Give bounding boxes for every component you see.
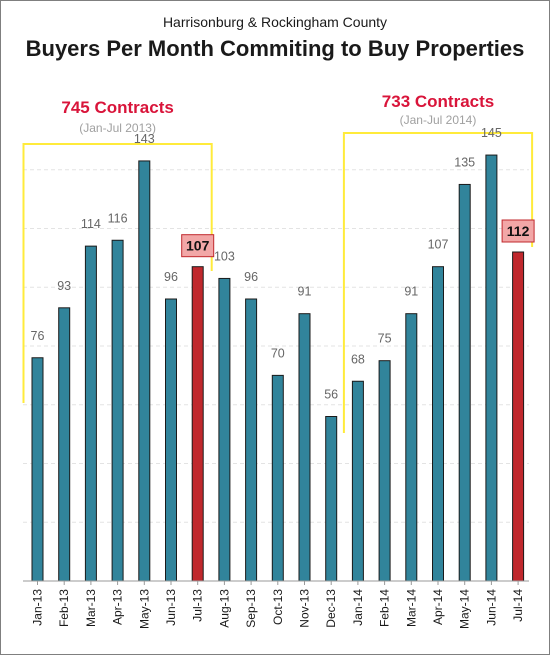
bar (405, 313, 418, 582)
value-label: 91 (404, 285, 418, 299)
bar (165, 298, 177, 582)
tick-label: Dec-13 (324, 589, 338, 628)
value-label: 107 (186, 238, 210, 254)
value-label: 75 (378, 332, 392, 346)
value-label-box (181, 234, 215, 258)
bar (245, 298, 258, 582)
bars (31, 154, 525, 582)
tick-label: Mar-13 (84, 589, 98, 627)
annotation-label: 745 Contracts (61, 98, 173, 117)
tick-label: Apr-13 (111, 589, 125, 625)
value-label: 114 (81, 217, 101, 231)
bar (351, 380, 364, 582)
value-label: 103 (214, 249, 235, 263)
tick-label: Aug-13 (217, 589, 231, 628)
value-label: 135 (454, 155, 475, 169)
value-label: 145 (481, 126, 502, 140)
value-label: 93 (57, 279, 71, 293)
annotation-brackets (22, 132, 534, 433)
value-labels: 745 Contracts (Jan-Jul 2013) 733 Contracts… (31, 92, 535, 402)
tick-label: Mar-14 (404, 589, 418, 627)
annotation-range: (Jan-Jul 2014) (400, 113, 477, 127)
bar (512, 251, 525, 582)
value-label: 112 (507, 223, 530, 239)
tick-label: Jun-14 (484, 589, 498, 626)
chart-title: Buyers Per Month Commiting to Buy Proper… (26, 36, 525, 61)
value-label: 116 (108, 211, 128, 225)
bar (31, 357, 44, 582)
bar (138, 160, 151, 582)
bar (432, 266, 444, 582)
bar (271, 374, 284, 582)
value-label: 70 (271, 346, 285, 360)
tick-label: Jan-13 (31, 589, 45, 626)
value-label: 107 (428, 238, 449, 252)
bar (111, 239, 124, 582)
bar (378, 360, 391, 582)
value-label: 96 (164, 270, 178, 284)
tick-label: Nov-13 (298, 589, 312, 628)
tick-label: May-13 (137, 589, 151, 629)
tick-label: Jun-13 (164, 589, 178, 626)
value-label: 76 (31, 329, 45, 343)
tick-label: Feb-14 (378, 589, 392, 627)
tick-label: Sep-13 (244, 589, 258, 628)
tick-label: Apr-14 (431, 589, 445, 625)
annotation-bracket (342, 132, 534, 433)
value-label: 91 (298, 285, 312, 299)
bar (218, 277, 231, 582)
bar (485, 154, 498, 582)
tick-label: Feb-13 (57, 589, 71, 627)
annotation-label: 733 Contracts (382, 92, 494, 111)
tick-label: Jan-14 (351, 589, 365, 626)
chart-subtitle: Harrisonburg & Rockingham County (163, 14, 387, 30)
bar (325, 416, 338, 582)
annotation-bracket (22, 143, 213, 403)
bar (298, 313, 311, 582)
bar (84, 245, 97, 582)
value-label-box (501, 219, 535, 243)
value-label: 96 (244, 270, 258, 284)
value-label: 143 (134, 132, 155, 146)
bar (458, 183, 471, 582)
bar (58, 307, 71, 582)
tick-label: May-14 (458, 589, 472, 629)
bar (191, 266, 204, 582)
tick-label: Jul-14 (511, 589, 525, 622)
value-label: 56 (324, 388, 338, 402)
value-label: 68 (351, 352, 365, 366)
tick-label: Jul-13 (191, 589, 205, 622)
annotation-range: (Jan-Jul 2013) (79, 121, 156, 135)
tick-label: Oct-13 (271, 589, 285, 625)
x-axis-ticks: Jan-13 Feb-13 Mar-13 Apr-13 May-13 Jun-13 Jul-… (31, 581, 525, 629)
